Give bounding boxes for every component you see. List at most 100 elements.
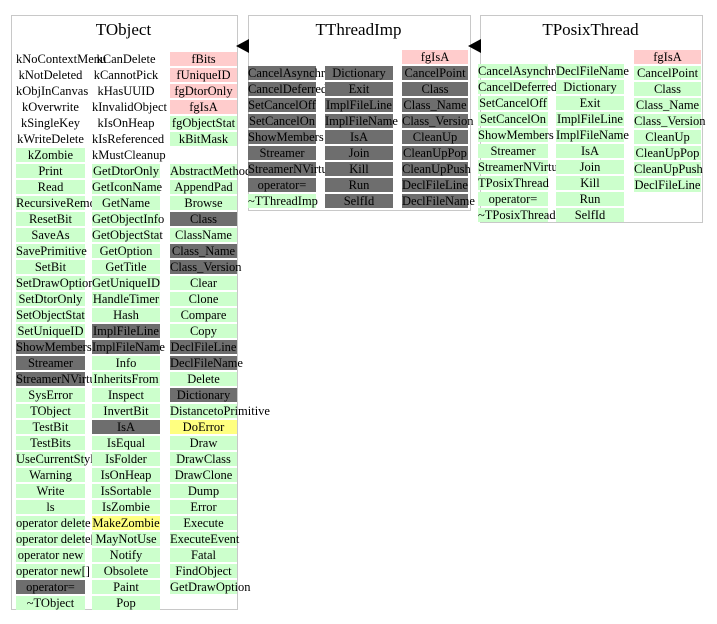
member-cell: GetDtorOnly xyxy=(92,164,160,178)
member-cell: Info xyxy=(92,356,160,370)
member-cell: fgIsA xyxy=(634,50,701,64)
member-cell: kHasUUID xyxy=(97,84,155,98)
member-cell: Paint xyxy=(92,580,160,594)
member-cell: CancelDeferred xyxy=(478,80,558,94)
member-cell: ClassName xyxy=(170,228,237,242)
member-cell: CancelAsynchronous xyxy=(478,64,585,78)
member-cell: CleanUpPop xyxy=(402,146,468,160)
member-cell: HandleTimer xyxy=(92,292,160,306)
member-cell: ExecuteEvent xyxy=(170,532,240,546)
member-cell: IsOnHeap xyxy=(92,468,160,482)
member-cell: Streamer xyxy=(248,146,316,160)
member-cell: Obsolete xyxy=(92,564,160,578)
member-cell: CleanUpPush xyxy=(402,162,471,176)
member-cell: GetOption xyxy=(92,244,160,258)
member-cell: IsA xyxy=(325,130,393,144)
member-cell: operator delete xyxy=(16,516,91,530)
member-cell xyxy=(170,148,237,162)
member-cell: DrawClass xyxy=(170,452,237,466)
member-cell: GetDrawOption xyxy=(170,580,251,594)
member-cell: Execute xyxy=(170,516,237,530)
member-cell: Notify xyxy=(92,548,160,562)
member-cell: kIsReferenced xyxy=(92,132,165,146)
member-cell: ShowMembers xyxy=(248,130,324,144)
member-cell: ImplFileName xyxy=(92,340,165,354)
member-cell: Browse xyxy=(170,196,237,210)
member-cell: Class_Name xyxy=(170,244,237,258)
member-cell: GetTitle xyxy=(92,260,160,274)
member-cell: CleanUp xyxy=(402,130,468,144)
member-cell: TPosixThread xyxy=(478,176,549,190)
member-cell: kCannotPick xyxy=(93,68,159,82)
member-cell: RecursiveRemove xyxy=(16,196,108,210)
member-cell: ResetBit xyxy=(16,212,85,226)
member-cell: Dictionary xyxy=(170,388,237,402)
member-cell: ShowMembers xyxy=(16,340,92,354)
member-cell: AbstractMethod xyxy=(170,164,252,178)
member-cell: Delete xyxy=(170,372,237,386)
member-cell: ImplFileLine xyxy=(325,98,393,112)
inheritance-arrow-icon xyxy=(236,39,249,53)
member-cell: GetObjectStat xyxy=(92,228,163,242)
member-cell: kSingleKey xyxy=(20,116,81,130)
member-cell: TestBits xyxy=(16,436,85,450)
member-cell: Class xyxy=(170,212,237,226)
panel-title-tobject: TObject xyxy=(95,20,152,39)
member-cell: Write xyxy=(16,484,85,498)
member-cell: ImplFileName xyxy=(325,114,398,128)
member-cell: fUniqueID xyxy=(170,68,237,82)
member-cell: Clear xyxy=(170,276,237,290)
member-cell: Compare xyxy=(170,308,237,322)
member-cell: kMustCleanup xyxy=(92,148,166,162)
member-cell: SysError xyxy=(16,388,85,402)
member-cell: operator= xyxy=(16,580,85,594)
member-cell: SaveAs xyxy=(16,228,85,242)
member-cell: MakeZombie xyxy=(92,516,160,530)
member-cell: SetCancelOn xyxy=(478,112,548,126)
member-cell: ~TPosixThread xyxy=(478,208,556,222)
member-cell: IsZombie xyxy=(92,500,160,514)
member-cell: ShowMembers xyxy=(478,128,554,142)
member-cell: kWriteDelete xyxy=(17,132,84,146)
member-cell: Kill xyxy=(325,162,393,176)
member-cell: GetObjectInfo xyxy=(92,212,165,226)
member-cell: ls xyxy=(16,500,85,514)
member-cell: IsEqual xyxy=(92,436,160,450)
member-cell: Print xyxy=(16,164,85,178)
member-cell: DrawClone xyxy=(170,468,237,482)
member-cell: fgIsA xyxy=(170,100,237,114)
member-cell: SetDtorOnly xyxy=(16,292,85,306)
member-cell: ImplFileName xyxy=(556,128,629,142)
member-cell: SetBit xyxy=(16,260,85,274)
member-cell: kNoContextMenu xyxy=(16,52,107,66)
member-cell: kOverwrite xyxy=(22,100,79,114)
member-cell: CleanUp xyxy=(634,130,701,144)
member-cell: Exit xyxy=(325,82,393,96)
member-cell: SetDrawOption xyxy=(16,276,95,290)
member-cell: SetCancelOff xyxy=(478,96,548,110)
member-cell: operator new[] xyxy=(16,564,90,578)
member-cell: FindObject xyxy=(170,564,237,578)
inheritance-arrow-icon xyxy=(468,39,481,53)
member-cell: kInvalidObject xyxy=(92,100,167,114)
member-cell: InheritsFrom xyxy=(92,372,160,386)
member-cell: StreamerNVirtual xyxy=(16,372,105,386)
member-cell: CancelPoint xyxy=(634,66,701,80)
member-cell: kCanDelete xyxy=(96,52,156,66)
member-cell: SavePrimitive xyxy=(16,244,87,258)
member-cell: operator delete[] xyxy=(16,532,99,546)
member-cell: CancelPoint xyxy=(402,66,468,80)
member-cell: Class_Name xyxy=(402,98,468,112)
member-cell: Streamer xyxy=(16,356,85,370)
member-cell: AppendPad xyxy=(170,180,237,194)
member-cell: MayNotUse xyxy=(92,532,160,546)
member-cell: Class_Name xyxy=(634,98,701,112)
member-cell: DeclFileLine xyxy=(634,178,701,192)
member-cell: StreamerNVirtual xyxy=(248,162,337,176)
member-cell: Pop xyxy=(92,596,160,610)
member-cell: SelfId xyxy=(556,208,624,222)
member-cell: DeclFileLine xyxy=(170,340,237,354)
member-cell: Dictionary xyxy=(325,66,393,80)
member-cell: Copy xyxy=(170,324,237,338)
member-cell: DeclFileName xyxy=(402,194,475,208)
